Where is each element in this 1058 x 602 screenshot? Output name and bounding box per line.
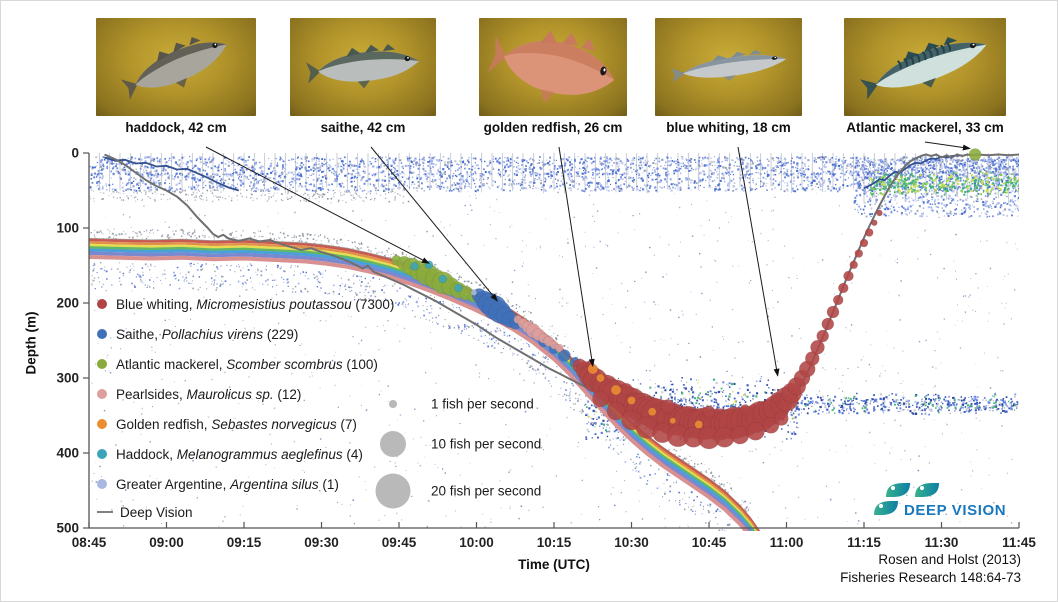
x-tick-label: 09:45 [381, 535, 417, 550]
size-legend-label: 10 fish per second [431, 436, 542, 452]
legend-item-golden-redfish: Golden redfish, Sebastes norvegicus (7) [97, 414, 357, 434]
fish-photo-atlantic-mackerel [844, 18, 1006, 116]
x-tick-label: 11:30 [924, 535, 959, 550]
x-tick-label: 11:00 [769, 535, 804, 550]
y-tick-label: 100 [56, 220, 79, 236]
legend-marker [97, 419, 107, 429]
fish-photo-saithe [290, 18, 436, 116]
fish-catch-bubbles-layer [391, 148, 982, 450]
legend-marker [97, 449, 107, 459]
fish-photo-blue-whiting [655, 18, 802, 116]
fish-photo-golden-redfish [479, 18, 627, 116]
y-tick-label: 400 [56, 445, 79, 461]
legend-label: Saithe, Pollachius virens (229) [116, 326, 299, 342]
legend-marker [97, 359, 107, 369]
fish-silhouette [670, 50, 786, 82]
y-axis-title: Depth (m) [23, 311, 39, 375]
legend-item-pearlsides: Pearlsides, Maurolicus sp. (12) [97, 384, 301, 404]
fish-silhouette [306, 44, 419, 89]
logo-leaf [874, 501, 898, 515]
fish-silhouette [120, 36, 227, 100]
size-legend-label: 20 fish per second [431, 483, 542, 499]
citation-line-1: Rosen and Holst (2013) [878, 552, 1021, 567]
x-tick-label: 10:30 [614, 535, 649, 550]
y-tick-label: 0 [71, 145, 79, 161]
fish-photo-label: blue whiting, 18 cm [666, 120, 791, 135]
size-legend-circles [375, 400, 411, 509]
x-tick-label: 10:45 [691, 535, 727, 550]
legend-label: Golden redfish, Sebastes norvegicus (7) [116, 416, 357, 432]
bubbles-greater-argentine [470, 289, 478, 296]
annotation-arrows-layer [205, 141, 971, 377]
legend-marker [97, 329, 107, 339]
fish-photo-label: Atlantic mackerel, 33 cm [846, 120, 1004, 135]
deep-vision-logo-mark [874, 483, 939, 515]
x-tick-label: 11:15 [847, 535, 881, 550]
legend-item-blue-whiting: Blue whiting, Micromesistius poutassou (… [97, 294, 394, 314]
bubbles-blue-whiting [572, 209, 883, 450]
legend-line-marker [97, 511, 113, 513]
y-tick-label: 200 [56, 295, 79, 311]
legend-label: Deep Vision [120, 504, 193, 520]
legend-label: Haddock, Melanogrammus aeglefinus (4) [116, 446, 363, 462]
x-tick-label: 09:15 [226, 535, 262, 550]
fish-photo-haddock [96, 18, 256, 116]
legend-label: Pearlsides, Maurolicus sp. (12) [116, 386, 302, 402]
deep-vision-logo-text: DEEP VISION [904, 502, 1007, 519]
logo-leaf [915, 483, 939, 497]
x-tick-label: 08:45 [71, 535, 107, 550]
legend-marker [97, 299, 107, 309]
x-tick-label: 11:45 [1002, 535, 1036, 550]
legend-item-haddock: Haddock, Melanogrammus aeglefinus (4) [97, 444, 363, 464]
legend-item-saithe: Saithe, Pollachius virens (229) [97, 324, 298, 344]
y-tick-label: 500 [56, 520, 79, 536]
legend-label: Blue whiting, Micromesistius poutassou (… [116, 296, 395, 312]
fish-silhouette [487, 30, 615, 104]
legend-item-deep-vision: Deep Vision [97, 502, 193, 522]
x-axis-title: Time (UTC) [518, 557, 590, 572]
bubbles-pearlsides [513, 315, 564, 353]
legend-marker [97, 389, 107, 399]
fish-photo-label: haddock, 42 cm [125, 120, 227, 135]
x-tick-label: 09:00 [149, 535, 184, 550]
logo-leaf [886, 483, 910, 497]
legend-label: Atlantic mackerel, Scomber scombrus (100… [116, 356, 378, 372]
fish-photo-label: golden redfish, 26 cm [483, 120, 623, 135]
fish-silhouette [859, 37, 987, 100]
fish-photo-label: saithe, 42 cm [320, 120, 406, 135]
legend-item-atlantic-mackerel: Atlantic mackerel, Scomber scombrus (100… [97, 354, 378, 374]
legend-marker [97, 479, 107, 489]
size-legend-label: 1 fish per second [431, 396, 534, 412]
legend-label: Greater Argentine, Argentina silus (1) [116, 476, 339, 492]
legend-item-greater-argentine: Greater Argentine, Argentina silus (1) [97, 474, 339, 494]
citation-line-2: Fisheries Research 148:64-73 [840, 570, 1021, 585]
axes-layer [83, 152, 1020, 529]
x-tick-label: 09:30 [304, 535, 339, 550]
x-tick-label: 10:15 [536, 535, 572, 550]
y-tick-label: 300 [56, 370, 79, 386]
citation: Rosen and Holst (2013) Fisheries Researc… [840, 551, 1021, 587]
x-tick-label: 10:00 [459, 535, 494, 550]
